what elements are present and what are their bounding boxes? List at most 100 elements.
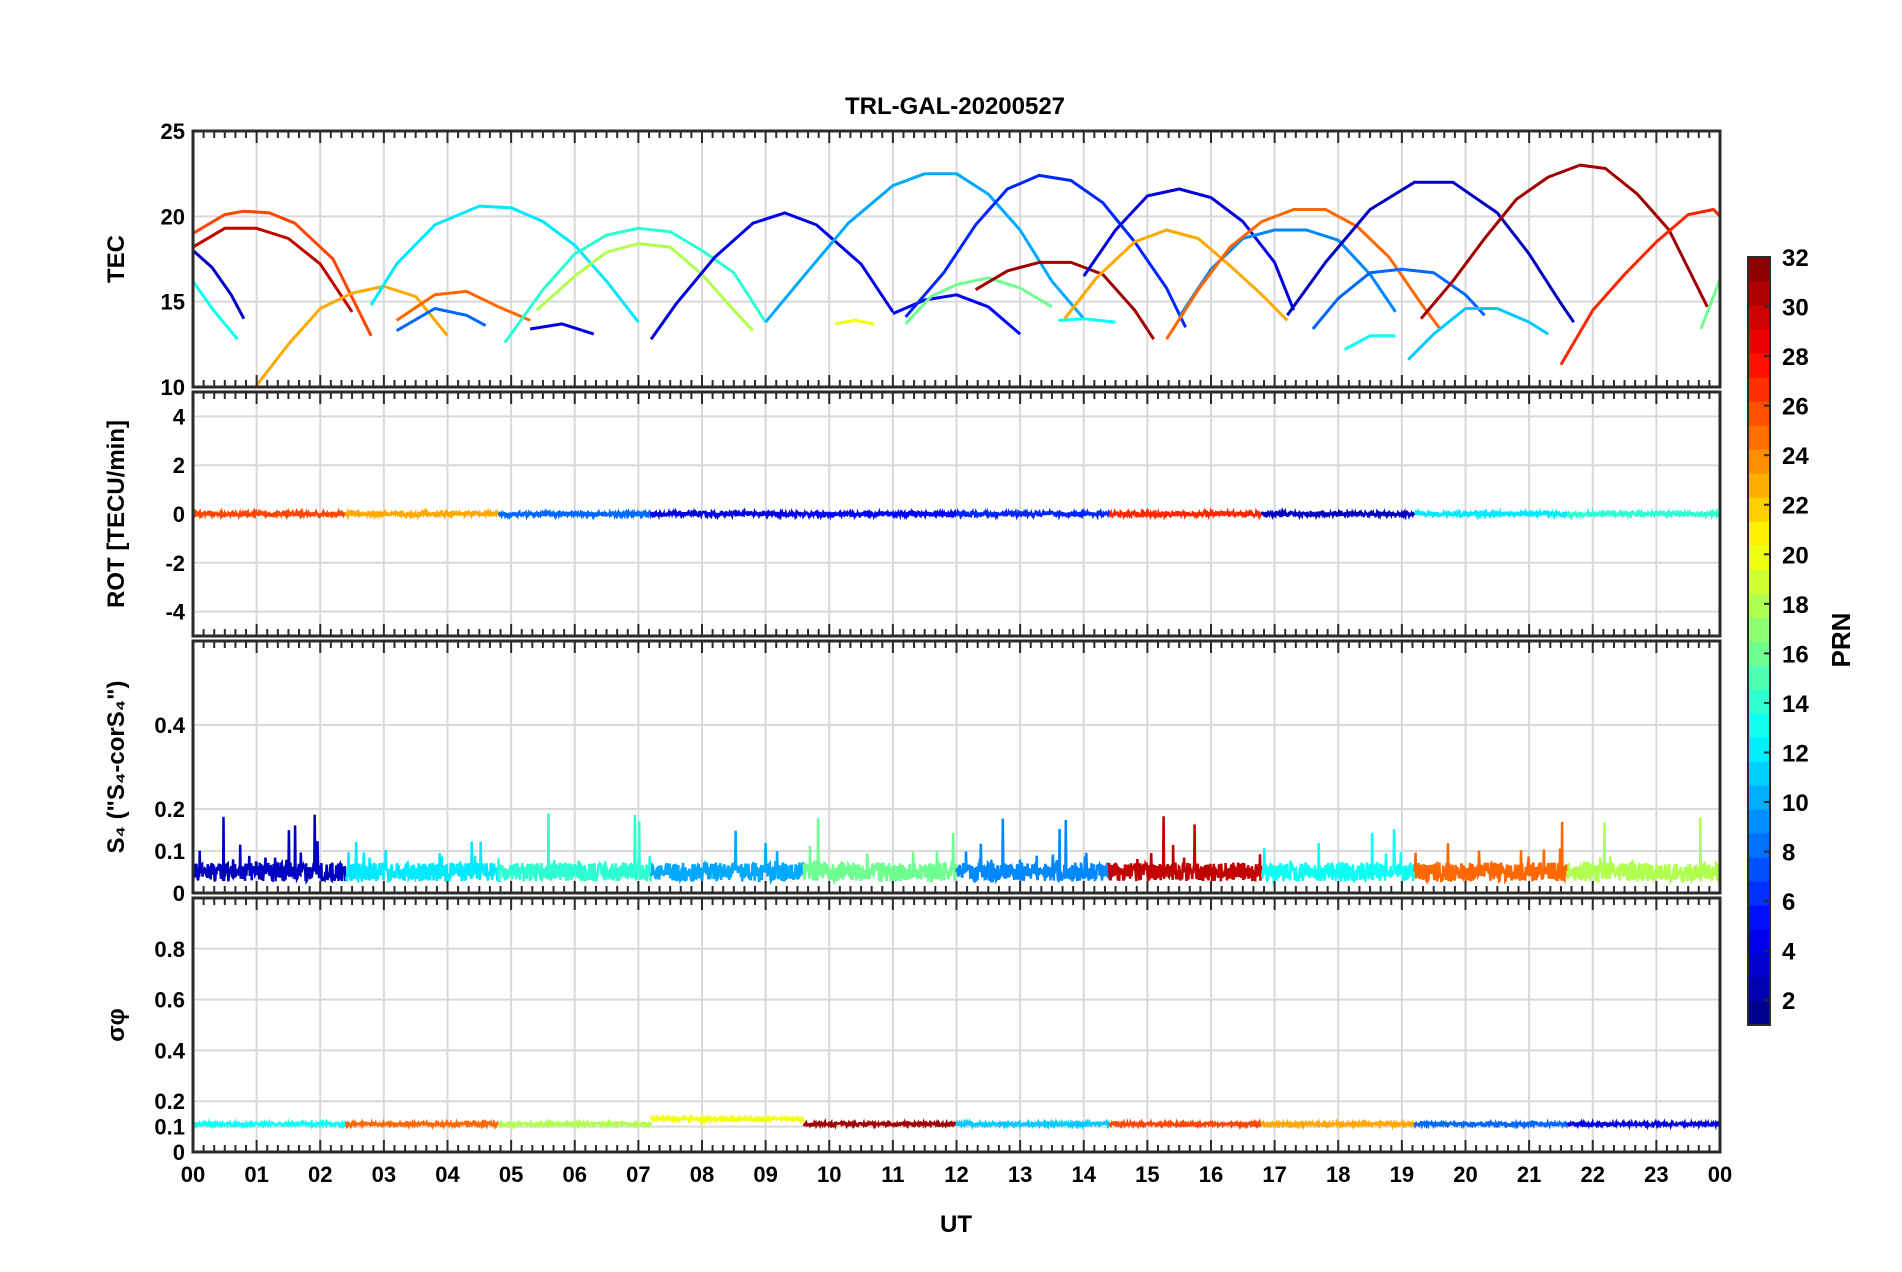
colorbar-band	[1748, 713, 1770, 738]
y-axis-label-tec: TEC	[103, 235, 130, 283]
tec-series-prn-12	[369, 204, 640, 324]
s4-series-segment	[802, 818, 958, 886]
colorbar-frame	[1747, 256, 1771, 1026]
sigma_phi-series-segment	[1260, 1117, 1416, 1131]
x-tick-label: 16	[1199, 1162, 1223, 1187]
x-tick-label: 10	[817, 1162, 841, 1187]
y-tick-label: 0.1	[154, 1115, 185, 1140]
x-tick-label: 19	[1390, 1162, 1414, 1187]
tec-series-prn-31	[974, 260, 1155, 341]
tec-series-prn-3	[1286, 180, 1575, 323]
tec-series-prn-4	[529, 322, 595, 336]
tec-series-prn-16	[904, 276, 1053, 325]
colorbar-band	[1748, 257, 1770, 282]
y-tick-label: 0.2	[154, 797, 185, 822]
colorbar-tick-label: 16	[1782, 641, 1809, 668]
rot-series-segment	[497, 508, 653, 521]
y-tick-label: 2	[173, 453, 185, 478]
x-tick-label: 04	[435, 1162, 460, 1187]
rot-series-segment	[1566, 507, 1722, 521]
chart-title: TRL-GAL-20200527	[845, 93, 1065, 120]
panel-tec: 10 15 20 25 TEC	[103, 119, 1722, 400]
x-tick-label: 02	[308, 1162, 332, 1187]
tec-series-prn-20	[835, 318, 875, 326]
s4-series-segment	[955, 818, 1111, 885]
colorbar-tick-label: 4	[1782, 939, 1796, 966]
x-tick-label: 00	[181, 1162, 205, 1187]
x-tick-label: 13	[1008, 1162, 1032, 1187]
colorbar-band	[1748, 953, 1770, 978]
x-tick-label: 23	[1644, 1162, 1668, 1187]
s4-series-segment	[344, 841, 500, 884]
colorbar-band	[1748, 857, 1770, 882]
colorbar-band	[1748, 881, 1770, 906]
tec-series-prn-11	[1407, 307, 1549, 361]
tec-series-prn-16	[1699, 278, 1722, 330]
colorbar-tick-label: 20	[1782, 542, 1809, 569]
colorbar-band	[1748, 497, 1770, 522]
y-axis-label-rot: ROT [TECU/min]	[103, 420, 130, 608]
rot-series-segment	[1260, 507, 1416, 521]
tec-series-prn-27	[1559, 208, 1722, 366]
y-tick-label: 0.4	[154, 713, 185, 738]
tec-series-prn-25	[1165, 208, 1442, 341]
colorbar-tick-label: 2	[1782, 988, 1795, 1015]
colorbar-tick-label: 12	[1782, 740, 1809, 767]
rot-series-segment	[1108, 507, 1263, 521]
tec-series-prn-18	[535, 242, 754, 332]
colorbar-band	[1748, 521, 1770, 546]
colorbar-band	[1748, 617, 1770, 642]
s4-series-segment	[1260, 829, 1416, 886]
sigma_phi-series-segment	[497, 1117, 653, 1131]
colorbar-band	[1748, 401, 1770, 426]
colorbar-band	[1748, 905, 1770, 930]
colorbar-band	[1748, 545, 1770, 570]
colorbar-tick-label: 22	[1782, 493, 1809, 520]
s4-series-segment	[497, 813, 653, 883]
s4-series-segment	[1413, 821, 1569, 886]
rot-series-segment	[802, 507, 958, 521]
x-tick-label: 22	[1581, 1162, 1605, 1187]
y-tick-label: 0	[173, 502, 185, 527]
x-tick-label: 05	[499, 1162, 523, 1187]
tec-series-prn-23	[1063, 228, 1289, 322]
colorbar-tick-label: 18	[1782, 592, 1809, 619]
colorbar-tick-label: 30	[1782, 295, 1809, 322]
tec-series-prn-4	[1082, 187, 1296, 311]
tec-series-prn-8	[1311, 267, 1486, 330]
sigma_phi-series-segment	[192, 1117, 347, 1131]
y-tick-label: 0.2	[154, 1089, 185, 1114]
colorbar-band	[1748, 665, 1770, 690]
sigma_phi-series-segment	[1566, 1118, 1721, 1131]
rot-series-segment	[649, 507, 805, 521]
x-tick-label: 15	[1135, 1162, 1159, 1187]
tec-series-prn-14	[503, 226, 767, 344]
colorbar-band	[1748, 569, 1770, 594]
y-tick-label: 0.1	[154, 839, 185, 864]
sigma_phi-series-segment	[955, 1117, 1111, 1131]
colorbar-band	[1748, 929, 1770, 954]
tec-series-prn-30	[192, 226, 354, 313]
x-tick-label: 01	[244, 1162, 268, 1187]
x-axis-label: UT	[940, 1211, 972, 1238]
x-tick-label: 18	[1326, 1162, 1350, 1187]
colorbar-tick-label: 28	[1782, 344, 1809, 371]
colorbar-tick-label: 14	[1782, 691, 1809, 718]
colorbar-band	[1748, 1001, 1770, 1026]
s4-series-segment	[192, 814, 347, 885]
y-axis-label-s4: S₄ ("S₄-corS₄")	[103, 680, 130, 853]
tec-series-prn-13	[1343, 334, 1396, 351]
y-tick-label: 15	[161, 290, 185, 315]
tec-series-prn-13	[1058, 317, 1116, 324]
colorbar-band	[1748, 689, 1770, 714]
y-tick-label: 10	[161, 375, 185, 400]
y-tick-label: 0.4	[154, 1038, 185, 1063]
x-tick-label: 12	[944, 1162, 968, 1187]
x-tick-label: 17	[1262, 1162, 1286, 1187]
y-tick-label: 0	[173, 881, 185, 906]
colorbar-band	[1748, 353, 1770, 378]
colorbar-tick-label: 10	[1782, 790, 1809, 817]
colorbar-tick-label: 6	[1782, 889, 1795, 916]
